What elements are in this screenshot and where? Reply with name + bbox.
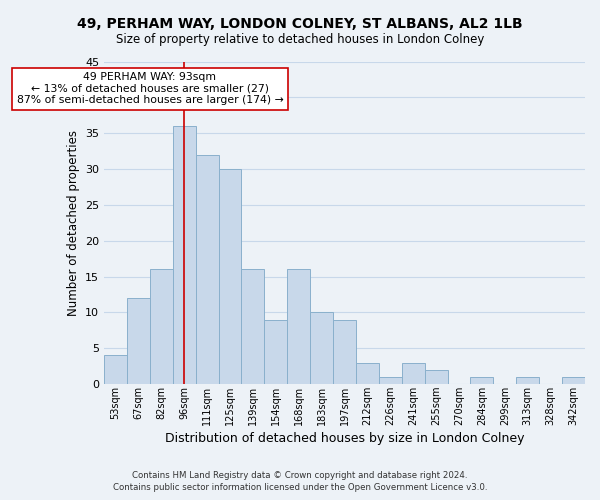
X-axis label: Distribution of detached houses by size in London Colney: Distribution of detached houses by size … <box>165 432 524 445</box>
Bar <box>104 356 127 384</box>
Bar <box>150 270 173 384</box>
Bar <box>402 362 425 384</box>
Bar <box>516 377 539 384</box>
Bar <box>173 126 196 384</box>
Text: 49 PERHAM WAY: 93sqm
← 13% of detached houses are smaller (27)
87% of semi-detac: 49 PERHAM WAY: 93sqm ← 13% of detached h… <box>17 72 283 106</box>
Text: Contains HM Land Registry data © Crown copyright and database right 2024.
Contai: Contains HM Land Registry data © Crown c… <box>113 471 487 492</box>
Bar <box>265 320 287 384</box>
Bar <box>196 154 218 384</box>
Bar <box>127 298 150 384</box>
Bar <box>218 169 241 384</box>
Y-axis label: Number of detached properties: Number of detached properties <box>67 130 80 316</box>
Bar <box>379 377 402 384</box>
Bar <box>310 312 333 384</box>
Bar <box>425 370 448 384</box>
Bar <box>287 270 310 384</box>
Text: 49, PERHAM WAY, LONDON COLNEY, ST ALBANS, AL2 1LB: 49, PERHAM WAY, LONDON COLNEY, ST ALBANS… <box>77 18 523 32</box>
Bar <box>241 270 265 384</box>
Bar <box>562 377 585 384</box>
Bar <box>356 362 379 384</box>
Bar <box>470 377 493 384</box>
Bar <box>333 320 356 384</box>
Text: Size of property relative to detached houses in London Colney: Size of property relative to detached ho… <box>116 32 484 46</box>
